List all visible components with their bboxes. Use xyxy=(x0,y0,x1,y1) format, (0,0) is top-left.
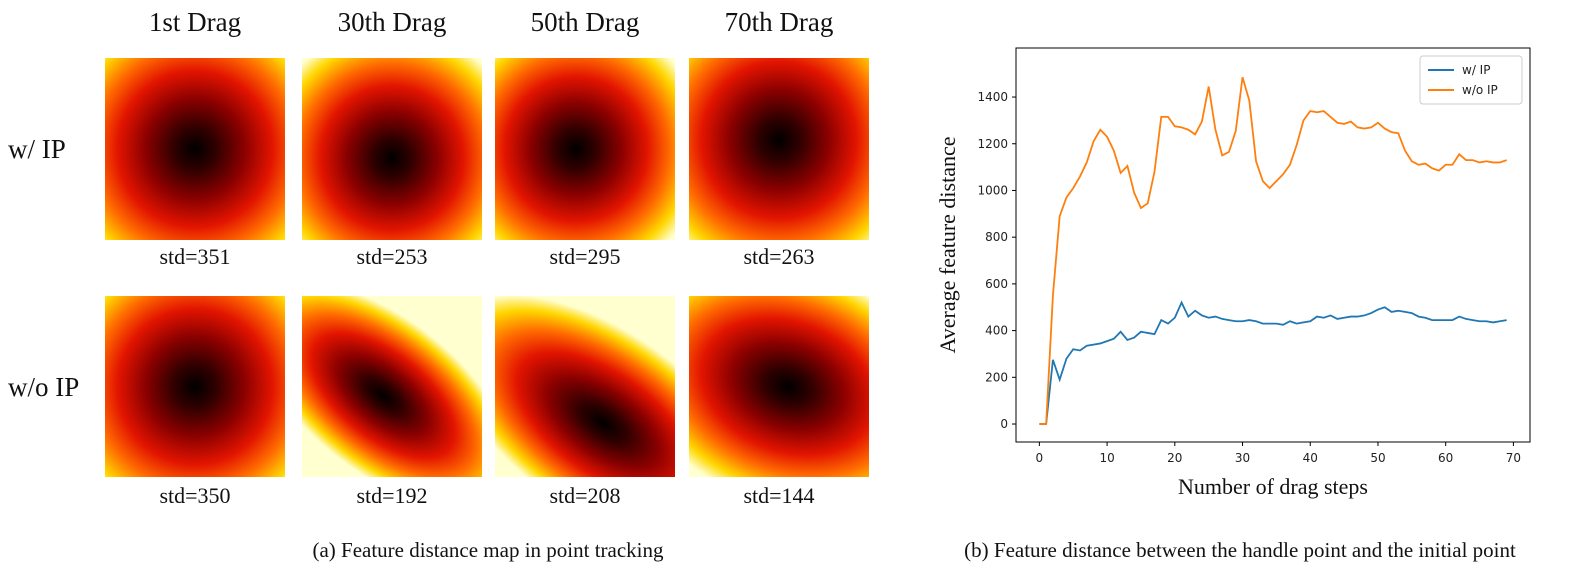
y-tick-label: 400 xyxy=(985,324,1008,338)
column-header: 30th Drag xyxy=(338,7,447,37)
series-line xyxy=(1039,300,1507,425)
x-tick-label: 50 xyxy=(1370,451,1385,465)
y-tick-label: 800 xyxy=(985,230,1008,244)
heatmap xyxy=(689,58,869,240)
column-header: 50th Drag xyxy=(531,7,640,37)
std-label: std=192 xyxy=(356,483,427,508)
series-line xyxy=(1039,76,1507,425)
std-label: std=350 xyxy=(159,483,230,508)
heatmap xyxy=(495,296,675,477)
legend-box xyxy=(1419,55,1523,105)
y-tick-label: 1200 xyxy=(977,137,1008,151)
std-label: std=253 xyxy=(356,244,427,269)
x-tick-label: 70 xyxy=(1506,451,1521,465)
y-axis-label: Average feature distance xyxy=(935,136,960,353)
std-label: std=351 xyxy=(159,244,230,269)
std-label: std=295 xyxy=(549,244,620,269)
x-tick-label: 0 xyxy=(1036,451,1044,465)
y-tick-label: 0 xyxy=(1000,417,1008,431)
row-label: w/o IP xyxy=(8,372,79,402)
y-tick-label: 1400 xyxy=(977,90,1008,104)
y-tick-label: 1000 xyxy=(977,183,1008,197)
column-header: 70th Drag xyxy=(725,7,834,37)
x-tick-label: 30 xyxy=(1235,451,1250,465)
legend-label: w/ IP xyxy=(1462,63,1490,77)
std-label: std=144 xyxy=(743,483,814,508)
y-tick-label: 200 xyxy=(985,370,1008,384)
heatmaps xyxy=(105,58,869,477)
heatmap xyxy=(302,58,482,240)
x-tick-label: 20 xyxy=(1167,451,1182,465)
y-tick-label: 600 xyxy=(985,277,1008,291)
caption: (a) Feature distance map in point tracki… xyxy=(312,538,664,562)
row-label: w/ IP xyxy=(8,134,66,164)
caption: (b) Feature distance between the handle … xyxy=(964,538,1516,562)
x-tick-label: 60 xyxy=(1438,451,1453,465)
x-tick-label: 40 xyxy=(1303,451,1318,465)
column-header: 1st Drag xyxy=(149,7,241,37)
x-axis-label: Number of drag steps xyxy=(1178,474,1368,499)
std-label: std=263 xyxy=(743,244,814,269)
heatmap xyxy=(105,58,285,240)
plot-frame xyxy=(1015,47,1531,443)
heatmap xyxy=(302,296,482,477)
heatmap xyxy=(689,296,869,477)
heatmap xyxy=(495,58,675,240)
heatmap xyxy=(105,296,285,477)
x-tick-label: 10 xyxy=(1099,451,1114,465)
legend-label: w/o IP xyxy=(1462,83,1498,97)
std-label: std=208 xyxy=(549,483,620,508)
